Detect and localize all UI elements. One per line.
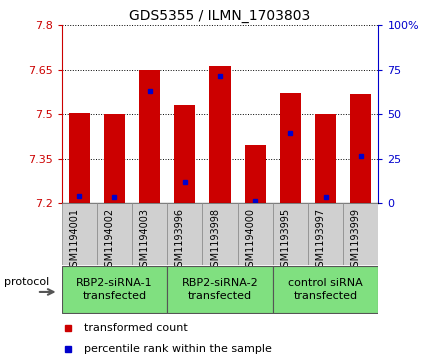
Bar xyxy=(167,203,202,265)
Bar xyxy=(308,203,343,265)
Bar xyxy=(343,203,378,265)
Bar xyxy=(350,94,371,203)
Text: transformed count: transformed count xyxy=(84,323,187,333)
Bar xyxy=(280,93,301,203)
Title: GDS5355 / ILMN_1703803: GDS5355 / ILMN_1703803 xyxy=(129,9,311,23)
Text: GSM1194000: GSM1194000 xyxy=(245,208,255,273)
Bar xyxy=(315,114,336,203)
Text: RBP2-siRNA-2
transfected: RBP2-siRNA-2 transfected xyxy=(182,278,258,301)
Bar xyxy=(62,266,167,313)
Text: GSM1193997: GSM1193997 xyxy=(315,208,326,273)
Bar xyxy=(62,203,97,265)
Bar xyxy=(273,266,378,313)
Text: control siRNA
transfected: control siRNA transfected xyxy=(288,278,363,301)
Text: GSM1194002: GSM1194002 xyxy=(104,208,114,273)
Text: GSM1193998: GSM1193998 xyxy=(210,208,220,273)
Bar xyxy=(209,66,231,203)
Bar xyxy=(238,203,273,265)
Text: percentile rank within the sample: percentile rank within the sample xyxy=(84,344,271,354)
Bar xyxy=(132,203,167,265)
Bar xyxy=(104,114,125,203)
Bar xyxy=(139,70,160,203)
Bar xyxy=(167,266,273,313)
Text: GSM1193995: GSM1193995 xyxy=(280,208,290,273)
Text: protocol: protocol xyxy=(4,277,50,287)
Text: GSM1194003: GSM1194003 xyxy=(139,208,150,273)
Bar xyxy=(97,203,132,265)
Bar xyxy=(273,203,308,265)
Text: GSM1193999: GSM1193999 xyxy=(351,208,361,273)
Bar xyxy=(69,114,90,203)
Bar xyxy=(202,203,238,265)
Text: RBP2-siRNA-1
transfected: RBP2-siRNA-1 transfected xyxy=(76,278,153,301)
Text: GSM1194001: GSM1194001 xyxy=(69,208,79,273)
Text: GSM1193996: GSM1193996 xyxy=(175,208,185,273)
Bar xyxy=(245,145,266,203)
Bar xyxy=(174,105,195,203)
